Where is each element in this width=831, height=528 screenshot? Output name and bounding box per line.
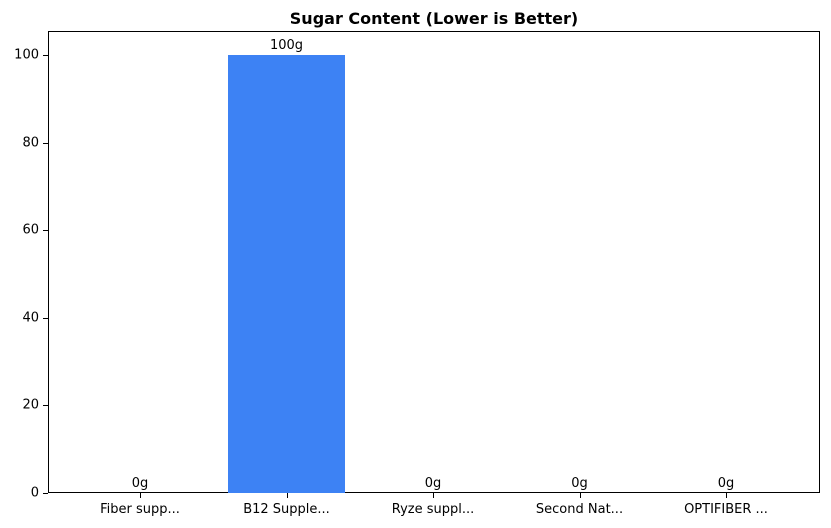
y-tick-label: 20 (22, 397, 39, 413)
plot-area (48, 31, 820, 493)
y-tick-label: 0 (30, 485, 39, 501)
y-tick-mark (43, 493, 48, 494)
bar-value-label: 100g (269, 38, 304, 54)
x-tick-label: Fiber supp... (100, 502, 180, 517)
y-tick-label: 80 (22, 135, 39, 151)
x-tick-mark (286, 493, 288, 498)
y-tick-label: 60 (22, 222, 39, 238)
bar-value-label: 0g (131, 476, 149, 491)
x-tick-label: B12 Supple... (243, 502, 330, 517)
x-tick-mark (579, 493, 581, 498)
x-tick-label: Ryze suppl... (391, 502, 475, 517)
y-tick-mark (43, 405, 48, 407)
y-tick-label: 40 (22, 310, 39, 326)
y-tick-mark (43, 230, 48, 232)
x-tick-label: OPTIFIBER ... (684, 502, 768, 517)
y-tick-mark (43, 55, 48, 57)
x-tick-label: Second Nat... (535, 502, 624, 517)
bar-value-label: 0g (571, 476, 588, 491)
y-tick-mark (43, 142, 48, 144)
bar (228, 55, 345, 493)
y-tick-label: 100 (14, 47, 39, 63)
x-tick-mark (433, 493, 434, 498)
x-tick-mark (140, 493, 141, 498)
y-tick-mark (43, 317, 48, 319)
bar-value-label: 0g (424, 476, 442, 491)
chart-title: Sugar Content (Lower is Better) (289, 9, 579, 28)
bar-value-label: 0g (717, 476, 735, 491)
x-tick-mark (726, 493, 727, 498)
